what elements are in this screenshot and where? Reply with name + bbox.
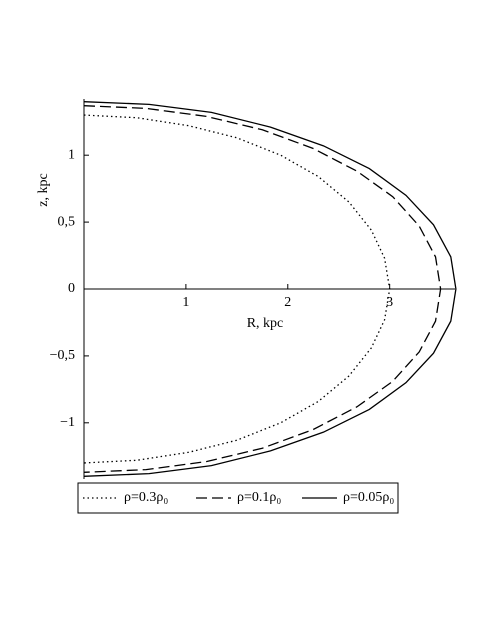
legend-label: ρ=0.3ρ₀ [124, 490, 168, 505]
x-tick-label: 1 [182, 295, 189, 310]
y-tick-label: −1 [60, 415, 75, 430]
x-axis-label: R, kpc [247, 316, 284, 331]
curve [83, 101, 457, 477]
curve [83, 105, 442, 473]
y-tick-label: −0,5 [50, 348, 75, 363]
legend-box [77, 482, 399, 514]
legend-label: ρ=0.05ρ₀ [343, 490, 394, 505]
y-tick-label: 1 [68, 147, 75, 162]
y-axis-label: z, kpc [36, 173, 51, 206]
x-tick-label: 2 [284, 295, 291, 310]
legend-label: ρ=0.1ρ₀ [237, 490, 281, 505]
y-tick-label: 0,5 [58, 214, 76, 229]
y-tick-label: 0 [68, 281, 75, 296]
curve [83, 114, 391, 464]
x-tick-label: 3 [386, 295, 393, 310]
